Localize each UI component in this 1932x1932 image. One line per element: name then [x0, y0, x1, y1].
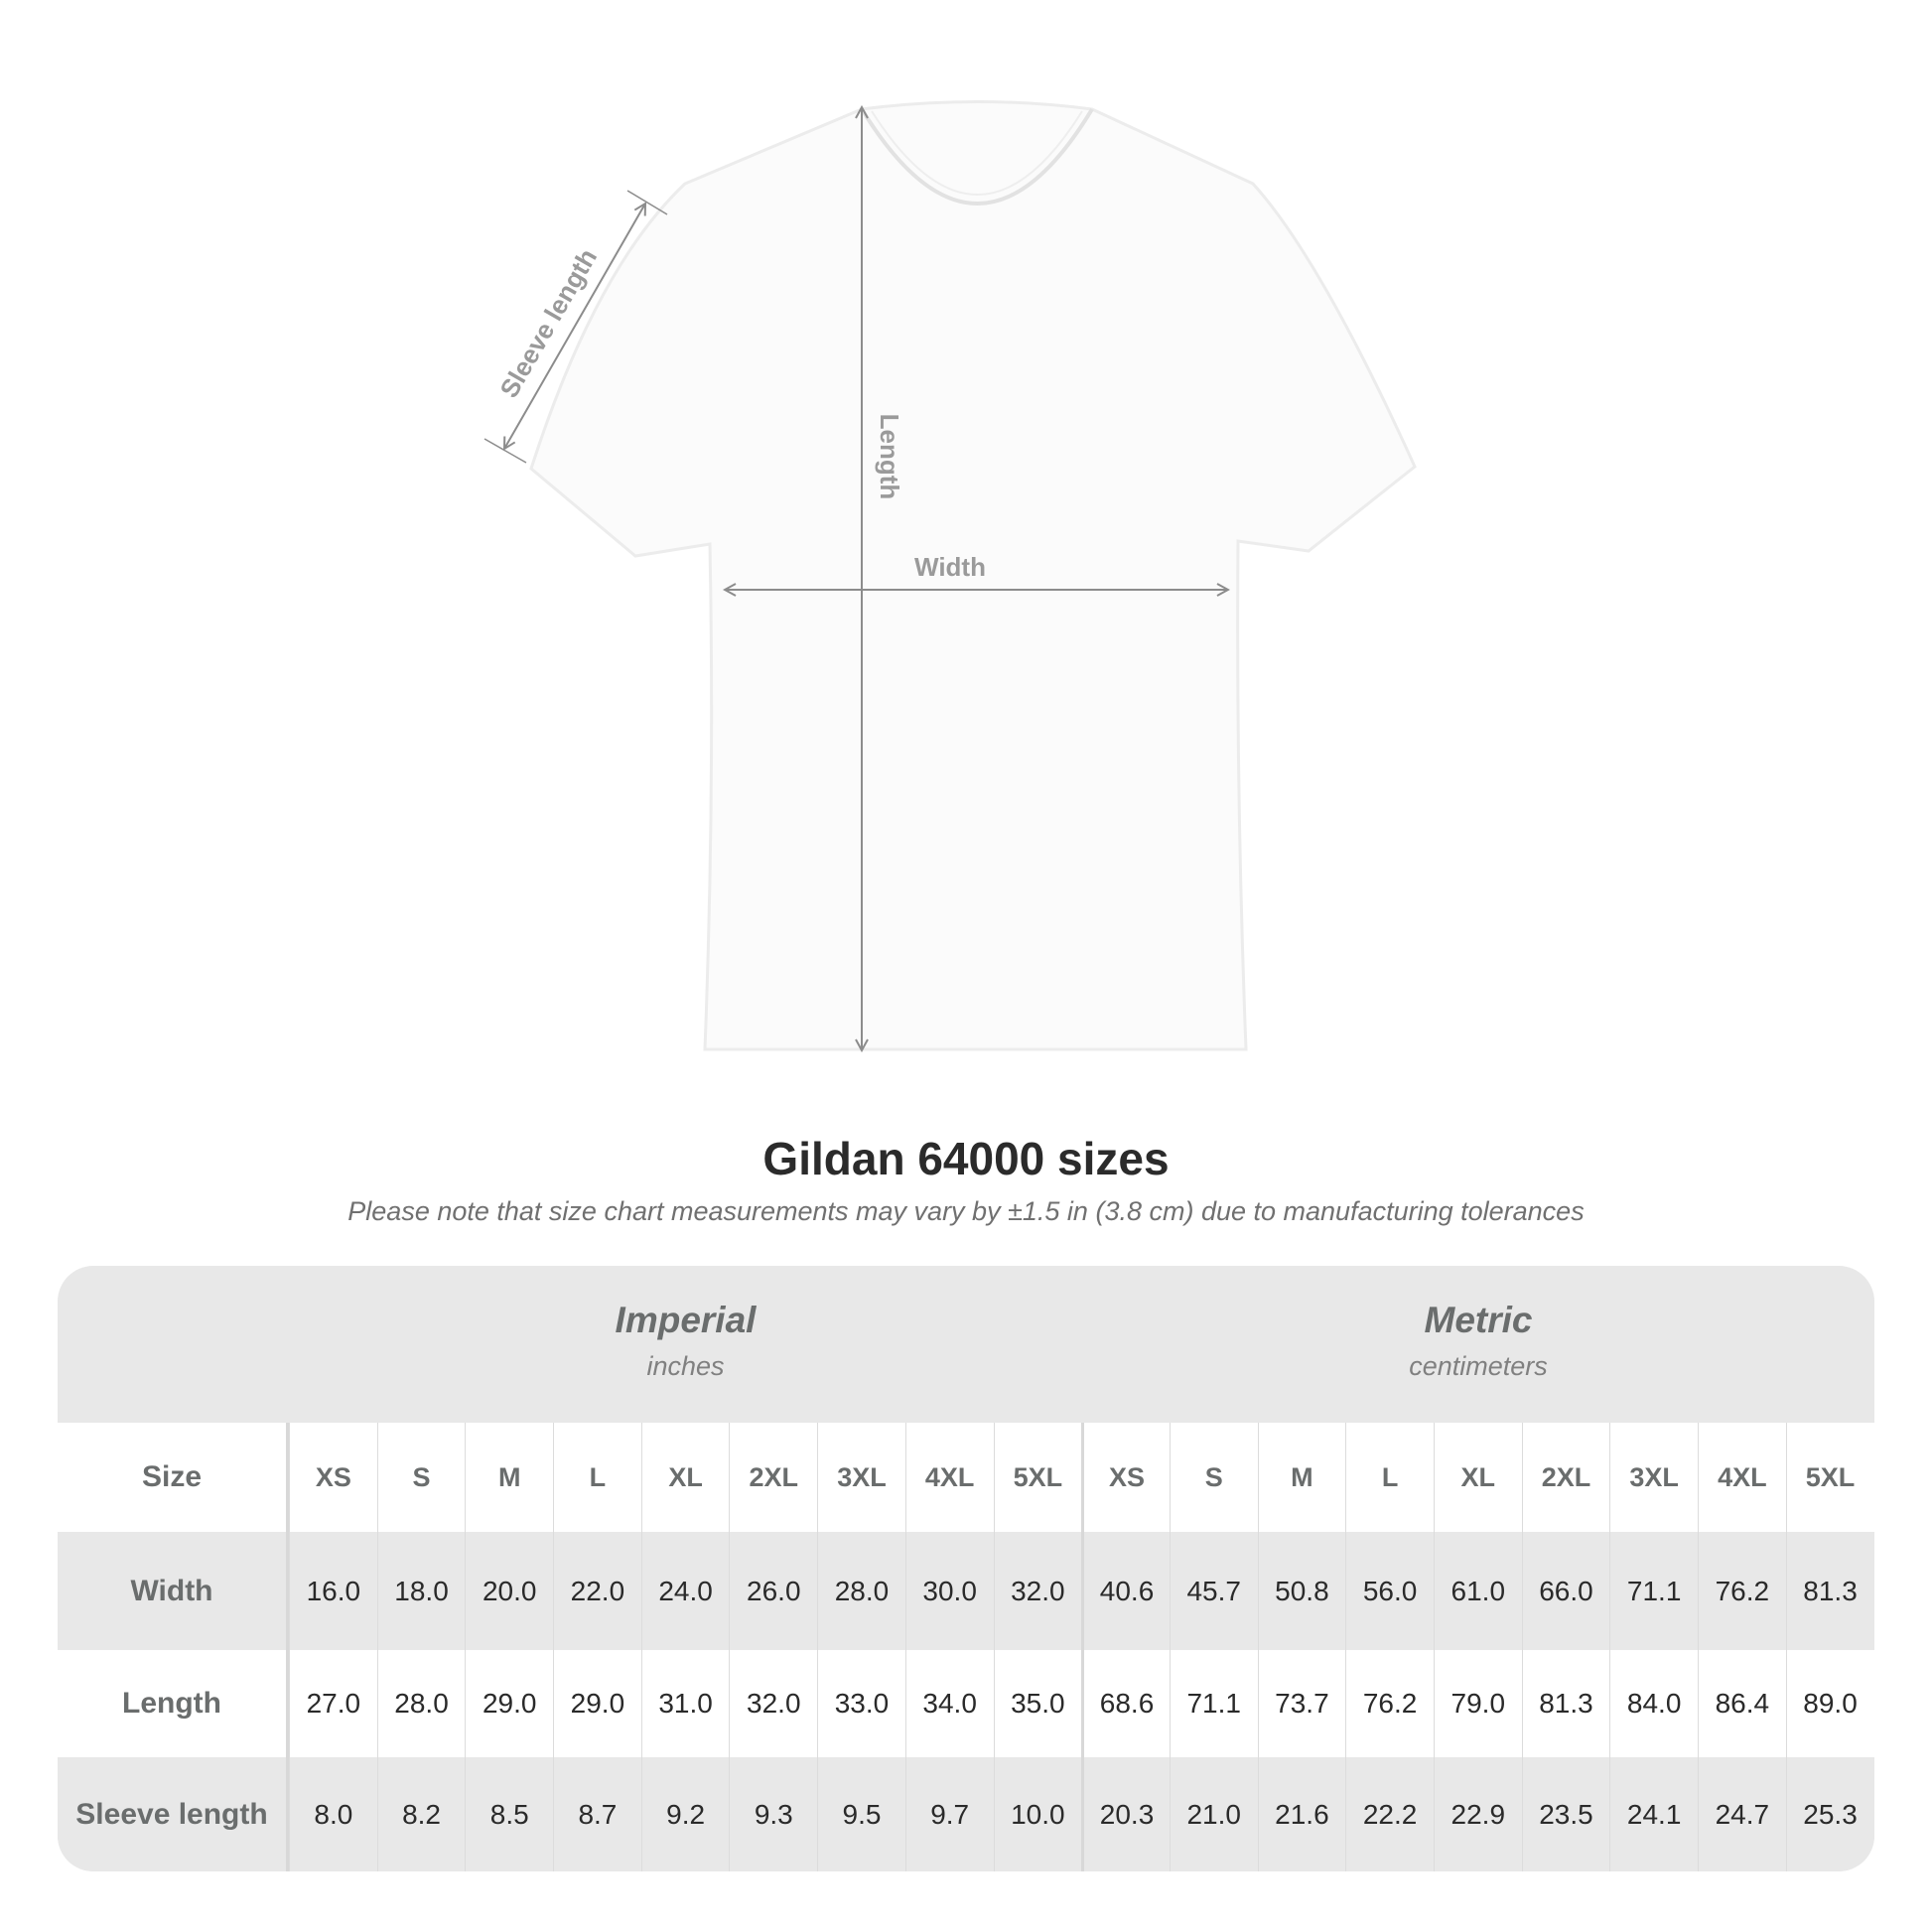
metric-unit: centimeters: [1409, 1351, 1548, 1381]
metric-cell: 76.2: [1345, 1650, 1434, 1757]
imperial-cell: 26.0: [729, 1532, 817, 1650]
size-header-cell: 2XL: [1521, 1423, 1610, 1532]
imperial-cell: 9.2: [640, 1757, 730, 1871]
size-header-cell: L: [553, 1423, 641, 1532]
size-header-cell: XS: [289, 1423, 377, 1532]
metric-cell: 84.0: [1609, 1650, 1698, 1757]
table-row: Width 16.0 18.0 20.0 22.0 24.0 26.0 28.0 30.0 32.…: [58, 1532, 1874, 1650]
metric-cell: 71.1: [1169, 1650, 1258, 1757]
size-header-cell: 4XL: [904, 1423, 994, 1532]
size-header-cell: XS: [1081, 1423, 1170, 1532]
imperial-cell: 9.7: [904, 1757, 994, 1871]
imperial-cell: 33.0: [817, 1650, 905, 1757]
imperial-cell: 28.0: [376, 1650, 466, 1757]
imperial-cell: 32.0: [729, 1650, 817, 1757]
imperial-cell: 9.3: [729, 1757, 817, 1871]
row-label: Size: [58, 1423, 289, 1532]
metric-cell: 61.0: [1433, 1532, 1522, 1650]
metric-cell: 56.0: [1345, 1532, 1434, 1650]
size-header-cell: 5XL: [993, 1423, 1082, 1532]
size-header-cell: XL: [1433, 1423, 1522, 1532]
metric-cell: 86.4: [1698, 1650, 1786, 1757]
metric-cell: 81.3: [1785, 1532, 1874, 1650]
metric-cell: 22.2: [1345, 1757, 1434, 1871]
imperial-cell: 16.0: [289, 1532, 377, 1650]
metric-cell: 71.1: [1609, 1532, 1698, 1650]
size-header-cell: 4XL: [1698, 1423, 1786, 1532]
metric-header: Metric centimeters: [1082, 1266, 1874, 1423]
row-label: Sleeve length: [58, 1757, 289, 1871]
length-label: Length: [875, 414, 904, 500]
size-header-cell: S: [376, 1423, 466, 1532]
row-label: Width: [58, 1532, 289, 1650]
size-header-cell: 3XL: [1609, 1423, 1698, 1532]
size-header-cell: M: [465, 1423, 553, 1532]
imperial-cell: 27.0: [289, 1650, 377, 1757]
width-label: Width: [914, 552, 986, 582]
imperial-cell: 18.0: [376, 1532, 466, 1650]
metric-cell: 21.0: [1169, 1757, 1258, 1871]
metric-cell: 76.2: [1698, 1532, 1786, 1650]
imperial-cell: 22.0: [553, 1532, 641, 1650]
metric-cell: 22.9: [1433, 1757, 1522, 1871]
imperial-cell: 20.0: [465, 1532, 553, 1650]
metric-cell: 79.0: [1433, 1650, 1522, 1757]
metric-label: Metric: [1424, 1300, 1533, 1340]
size-header-cell: 2XL: [729, 1423, 817, 1532]
imperial-cell: 32.0: [993, 1532, 1082, 1650]
metric-cell: 23.5: [1521, 1757, 1610, 1871]
tolerance-note: Please note that size chart measurements…: [347, 1196, 1585, 1226]
imperial-header: Imperial inches: [289, 1266, 1082, 1423]
imperial-cell: 8.7: [553, 1757, 641, 1871]
size-header-cell: L: [1345, 1423, 1434, 1532]
size-header-cell: 5XL: [1785, 1423, 1874, 1532]
tshirt-collar: [860, 107, 1094, 206]
imperial-cell: 35.0: [993, 1650, 1082, 1757]
imperial-cell: 28.0: [817, 1532, 905, 1650]
metric-cell: 66.0: [1521, 1532, 1610, 1650]
size-header-cell: M: [1257, 1423, 1346, 1532]
imperial-cell: 34.0: [904, 1650, 994, 1757]
imperial-label: Imperial: [615, 1300, 757, 1340]
table-row: Sleeve length 8.0 8.2 8.5 8.7 9.2 9.3 9.5 9.7 10.…: [58, 1757, 1874, 1871]
sleeve-length-arrow: [504, 204, 645, 449]
imperial-cell: 9.5: [817, 1757, 905, 1871]
size-header-cell: S: [1169, 1423, 1258, 1532]
metric-cell: 40.6: [1081, 1532, 1170, 1650]
metric-cell: 24.1: [1609, 1757, 1698, 1871]
row-label: Length: [58, 1650, 289, 1757]
metric-cell: 25.3: [1785, 1757, 1874, 1871]
imperial-unit: inches: [646, 1351, 725, 1381]
size-header-cell: 3XL: [817, 1423, 905, 1532]
imperial-cell: 8.2: [376, 1757, 466, 1871]
metric-cell: 81.3: [1521, 1650, 1610, 1757]
metric-cell: 50.8: [1257, 1532, 1346, 1650]
imperial-cell: 29.0: [465, 1650, 553, 1757]
metric-cell: 20.3: [1081, 1757, 1170, 1871]
imperial-cell: 8.5: [465, 1757, 553, 1871]
imperial-cell: 8.0: [289, 1757, 377, 1871]
imperial-cell: 30.0: [904, 1532, 994, 1650]
imperial-cell: 29.0: [553, 1650, 641, 1757]
size-table: Imperial inches Metric centimeters Size X…: [58, 1266, 1874, 1871]
metric-cell: 24.7: [1698, 1757, 1786, 1871]
imperial-cell: 10.0: [993, 1757, 1082, 1871]
page-title: Gildan 64000 sizes: [762, 1133, 1170, 1184]
metric-cell: 21.6: [1257, 1757, 1346, 1871]
metric-cell: 89.0: [1785, 1650, 1874, 1757]
metric-cell: 73.7: [1257, 1650, 1346, 1757]
metric-cell: 68.6: [1081, 1650, 1170, 1757]
tshirt-diagram: Sleeve length Length Width: [483, 100, 1417, 1092]
metric-cell: 45.7: [1169, 1532, 1258, 1650]
size-header-row: Size XS S M L XL 2XL 3XL 4XL 5XL XS S M L XL 2XL 3XL 4XL 5…: [58, 1423, 1874, 1532]
table-row: Length 27.0 28.0 29.0 29.0 31.0 32.0 33.0 34.0 35…: [58, 1650, 1874, 1757]
size-header-cell: XL: [640, 1423, 730, 1532]
imperial-cell: 31.0: [640, 1650, 730, 1757]
imperial-cell: 24.0: [640, 1532, 730, 1650]
